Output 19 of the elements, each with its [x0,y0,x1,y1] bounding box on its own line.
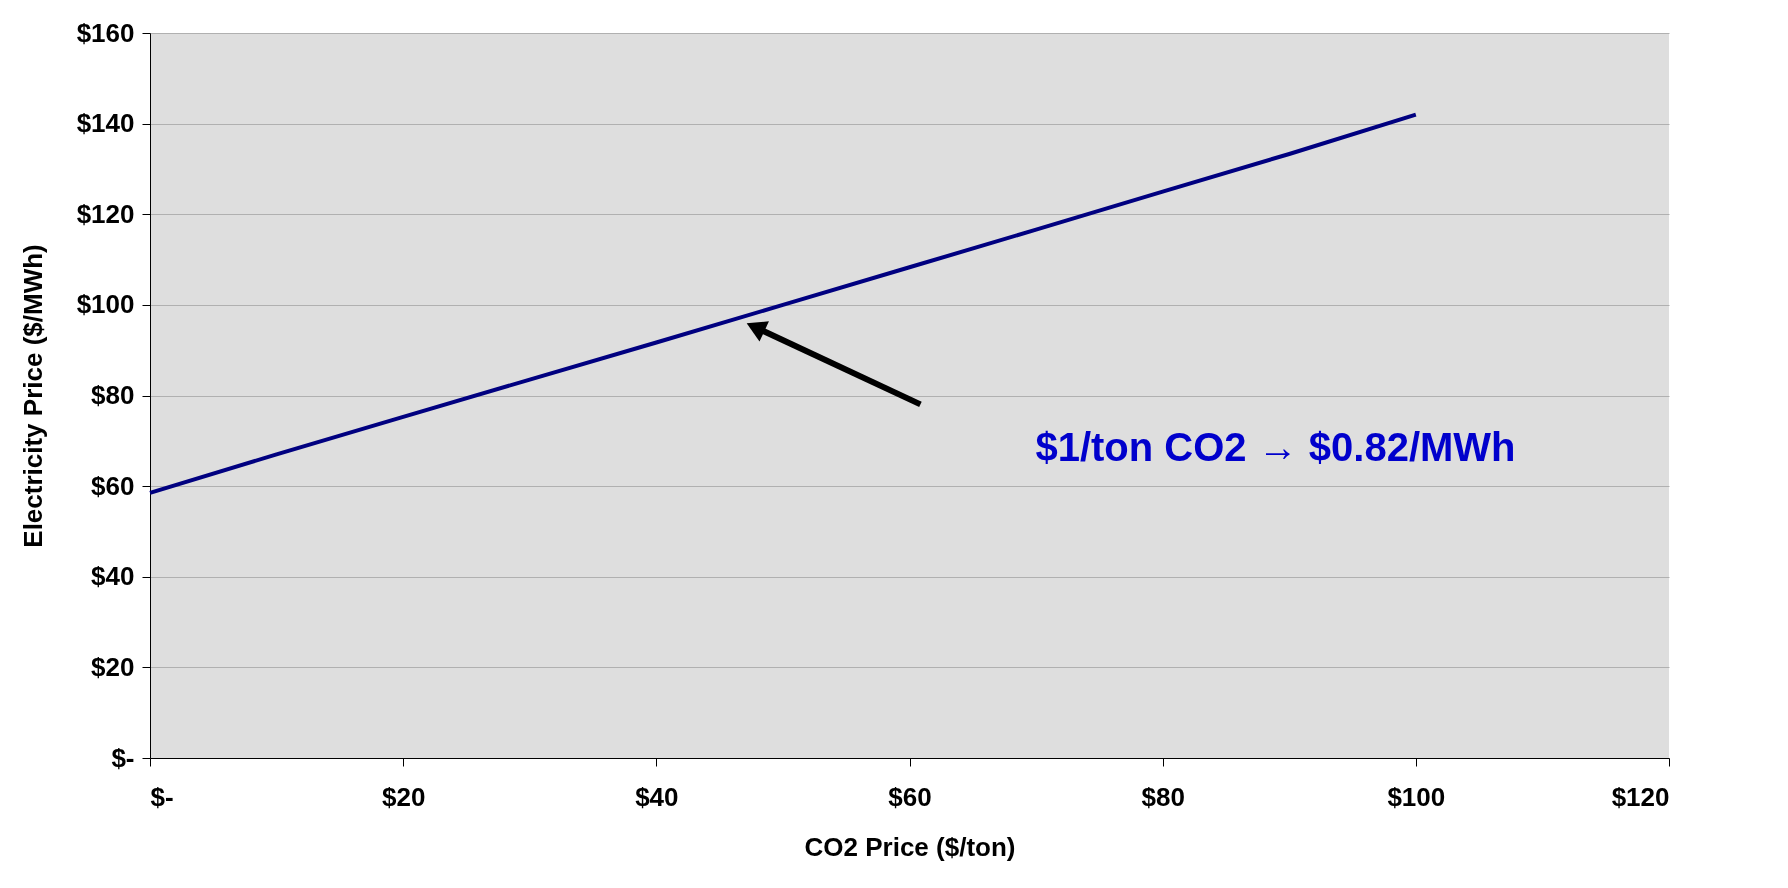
y-tick-label: $160 [76,17,135,48]
y-tick-label: $40 [91,561,135,592]
y-tick-label: $80 [91,380,135,410]
x-tick-label: $120 [1611,781,1670,812]
x-tick-label: $40 [635,781,679,812]
y-axis-title: Electricity Price ($/MWh) [17,244,48,548]
y-tick-label: $100 [76,289,135,320]
y-tick-label: $20 [91,651,135,682]
annotation: $1/ton CO2 → $0.82/MWh [1035,425,1516,470]
y-tick-label: $- [111,742,135,773]
y-tick-label: $120 [76,198,135,229]
x-tick-label: $60 [888,781,932,812]
x-tick-label: $80 [1141,781,1185,812]
x-tick-label: $20 [381,781,426,812]
y-tick-label: $140 [76,108,135,139]
x-tick-label: $100 [1387,781,1446,812]
x-tick-label: $- [150,781,174,812]
y-tick-label: $60 [91,470,135,501]
x-axis-title: CO2 Price ($/ton) [804,831,1016,862]
